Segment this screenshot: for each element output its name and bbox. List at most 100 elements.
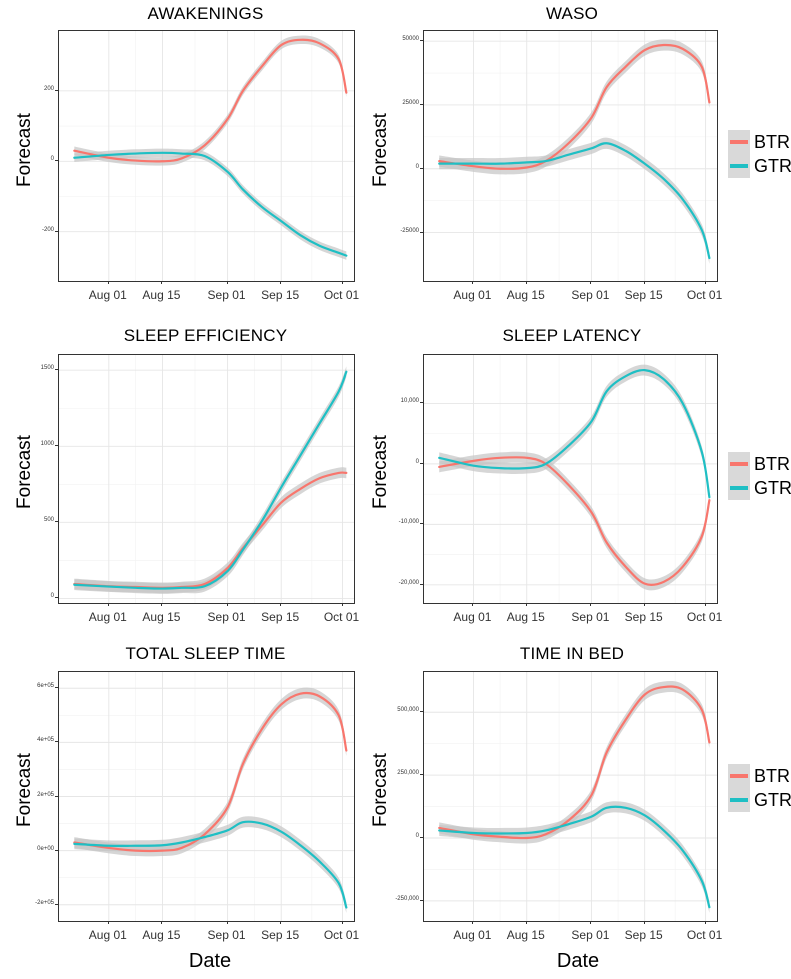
legend-label-gtr: GTR bbox=[754, 790, 791, 810]
x-tick-label: Aug 01 bbox=[88, 288, 127, 302]
y-tick-mark bbox=[55, 849, 58, 851]
chart-svg bbox=[59, 672, 354, 921]
x-tick-mark bbox=[704, 921, 706, 924]
y-tick-label: 500 bbox=[43, 517, 54, 524]
legend-key-btr bbox=[728, 130, 750, 154]
y-tick-label: 0 bbox=[415, 833, 419, 839]
chart-waso: WASO Forecast BTR GTR -25000 0 25000 50000 A… bbox=[370, 0, 791, 320]
x-tick-label: Oct 01 bbox=[323, 928, 360, 942]
y-tick-mark bbox=[55, 795, 58, 797]
y-tick-mark bbox=[420, 583, 423, 585]
x-tick-mark bbox=[280, 281, 282, 284]
confidence-band-btr bbox=[74, 467, 347, 594]
y-tick-label: 0 bbox=[415, 163, 419, 170]
x-tick-mark bbox=[472, 281, 474, 284]
y-tick-mark bbox=[420, 711, 423, 713]
legend-key-gtr bbox=[728, 788, 750, 812]
plot-area bbox=[423, 671, 718, 922]
series-line-btr bbox=[438, 43, 711, 170]
series-line-btr bbox=[73, 691, 348, 853]
y-tick-mark bbox=[55, 230, 58, 232]
y-tick-label: 1000 bbox=[40, 441, 54, 448]
chart-svg bbox=[424, 31, 717, 281]
y-tick-label: 200 bbox=[43, 85, 54, 92]
x-tick-label: Aug 01 bbox=[88, 928, 127, 942]
x-tick-mark bbox=[472, 603, 474, 606]
y-tick-label: 0 bbox=[50, 593, 54, 600]
series-line-gtr bbox=[438, 368, 711, 499]
y-tick-label: 0 bbox=[50, 156, 54, 163]
chart-title: SLEEP LATENCY bbox=[502, 326, 642, 345]
plot-area bbox=[423, 30, 718, 282]
x-tick-label: Sep 01 bbox=[207, 288, 246, 302]
x-tick-mark bbox=[107, 603, 109, 606]
x-tick-mark bbox=[704, 603, 706, 606]
chart-title: AWAKENINGS bbox=[147, 4, 264, 23]
legend-key-gtr bbox=[728, 154, 750, 178]
legend-key-btr bbox=[728, 452, 750, 476]
x-tick-label: Sep 01 bbox=[571, 610, 610, 624]
chart-svg bbox=[59, 355, 354, 603]
x-tick-mark bbox=[341, 281, 343, 284]
y-tick-label: 50000 bbox=[402, 36, 419, 43]
legend-key-btr bbox=[728, 764, 750, 788]
x-tick-mark bbox=[161, 281, 163, 284]
legend-label-gtr: GTR bbox=[754, 478, 791, 498]
y-axis-title: Forecast bbox=[370, 753, 391, 827]
y-tick-mark bbox=[420, 40, 423, 42]
y-tick-mark bbox=[55, 160, 58, 162]
x-tick-mark bbox=[107, 921, 109, 924]
x-tick-label: Oct 01 bbox=[686, 928, 723, 942]
x-tick-mark bbox=[704, 281, 706, 284]
chart-title: TOTAL SLEEP TIME bbox=[125, 644, 286, 663]
x-tick-label: Aug 15 bbox=[142, 610, 181, 624]
x-tick-label: Aug 15 bbox=[506, 928, 545, 942]
x-tick-mark bbox=[280, 603, 282, 606]
y-tick-mark bbox=[420, 899, 423, 901]
x-tick-label: Aug 15 bbox=[142, 928, 181, 942]
y-axis-title: Forecast bbox=[14, 435, 35, 509]
x-tick-label: Sep 01 bbox=[571, 928, 610, 942]
confidence-band-gtr bbox=[74, 148, 347, 260]
x-tick-mark bbox=[590, 921, 592, 924]
y-tick-mark bbox=[55, 445, 58, 447]
confidence-band-btr bbox=[439, 451, 710, 591]
legend-key-gtr bbox=[728, 476, 750, 500]
y-axis-title: Forecast bbox=[370, 113, 391, 187]
x-tick-mark bbox=[341, 603, 343, 606]
y-tick-label: 0 bbox=[415, 458, 419, 465]
x-tick-label: Oct 01 bbox=[323, 610, 360, 624]
x-tick-mark bbox=[525, 921, 527, 924]
x-tick-label: Aug 15 bbox=[506, 610, 545, 624]
y-tick-label: 6e+05 bbox=[37, 683, 54, 690]
x-tick-mark bbox=[590, 281, 592, 284]
series-line-btr bbox=[73, 38, 348, 163]
x-tick-mark bbox=[226, 603, 228, 606]
x-tick-label: Aug 15 bbox=[506, 288, 545, 302]
confidence-band-btr bbox=[74, 35, 347, 166]
x-tick-mark bbox=[525, 281, 527, 284]
x-axis-title-left: Date bbox=[188, 950, 232, 972]
chart-title: SLEEP EFFICIENCY bbox=[123, 326, 288, 345]
plot-area bbox=[58, 354, 355, 604]
x-tick-label: Aug 01 bbox=[453, 610, 492, 624]
confidence-band-gtr bbox=[74, 816, 347, 913]
x-tick-label: Sep 15 bbox=[624, 928, 663, 942]
plot-area bbox=[58, 30, 355, 282]
x-tick-mark bbox=[226, 921, 228, 924]
y-tick-mark bbox=[55, 687, 58, 689]
y-tick-label: 500,000 bbox=[397, 707, 419, 714]
y-tick-label: 4e+05 bbox=[37, 737, 54, 744]
y-axis-title: Forecast bbox=[14, 113, 35, 187]
x-tick-label: Aug 01 bbox=[453, 288, 492, 302]
y-tick-label: 2e+05 bbox=[37, 791, 54, 798]
confidence-band-btr bbox=[439, 680, 710, 844]
x-tick-label: Oct 01 bbox=[686, 288, 723, 302]
chart-sleep-latency: SLEEP LATENCY Forecast BTR GTR -20,000 -1… bbox=[370, 322, 791, 642]
x-tick-mark bbox=[590, 603, 592, 606]
chart-svg bbox=[59, 31, 354, 281]
y-tick-mark bbox=[420, 774, 423, 776]
x-tick-label: Aug 01 bbox=[453, 928, 492, 942]
x-tick-mark bbox=[226, 281, 228, 284]
x-tick-label: Oct 01 bbox=[686, 610, 723, 624]
